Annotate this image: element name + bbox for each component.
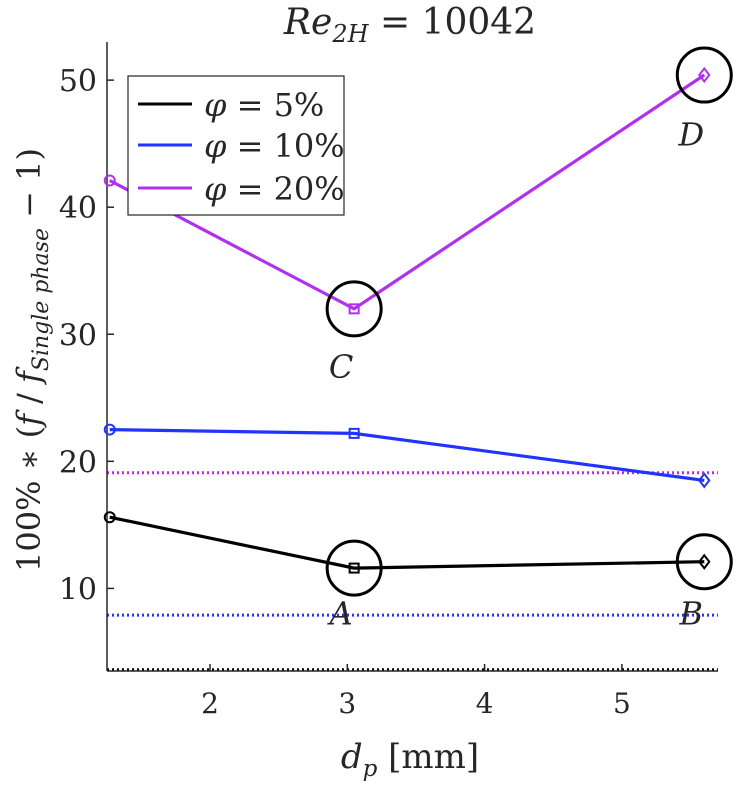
y-tick-label-20: 20 [59,445,97,480]
y-tick-label-40: 40 [59,191,97,226]
annotation-label-D: D [677,115,704,153]
series-line-0 [109,515,705,570]
data-point-s1-p1 [348,427,360,439]
series-markers [103,66,711,574]
annotation-circle-D [675,46,733,104]
axis-ticks: 2 3 4 5 10 20 30 40 50 [59,64,631,720]
x-tick-label-5: 5 [613,687,631,720]
y-tick-label-10: 10 [59,572,97,607]
annotation-circle-B [675,533,733,591]
x-axis-label: dp [mm] [341,737,479,782]
annotation-label-A: A [327,595,353,633]
annotation-circle-A [325,539,383,597]
data-point-s2-p0 [103,174,116,187]
y-axis-label: 100% ∗ (f / fSingle phase − 1) [10,148,54,572]
data-point-s0-p1 [348,562,360,574]
data-point-s0-p0 [103,511,116,524]
x-tick-label-2: 2 [201,687,219,720]
series-line-1 [109,428,705,482]
data-point-s1-p0 [103,423,116,436]
annotation-label-B: B [679,595,704,633]
legend-entry-10pct: φ = 10% [138,127,345,165]
legend-entry-20pct: φ = 20% [138,170,345,208]
legend-label-10pct: φ = 10% [204,127,345,165]
data-point-s0-p2 [698,553,711,570]
axes [106,42,718,672]
legend-entry-5pct: φ = 5% [138,86,324,124]
x-tick-label-4: 4 [476,687,494,720]
series-line-2 [108,73,706,311]
annotation-label-C: C [329,348,353,386]
annotations: A B C D [325,46,733,633]
y-tick-label-30: 30 [59,318,97,353]
baseline-lines [107,471,718,672]
series-lines [108,73,706,570]
x-tick-label-3: 3 [338,687,356,720]
legend-label-5pct: φ = 5% [204,86,324,124]
data-point-s1-p2 [698,472,711,489]
chart-title: Re2H = 10042 [283,2,536,48]
data-point-s2-p2 [698,66,711,84]
legend: φ = 5% φ = 10% φ = 20% [127,75,345,216]
legend-label-20pct: φ = 20% [204,170,345,208]
data-point-s2-p1 [348,303,360,315]
annotation-circle-C [325,280,383,338]
y-tick-label-50: 50 [59,64,97,99]
